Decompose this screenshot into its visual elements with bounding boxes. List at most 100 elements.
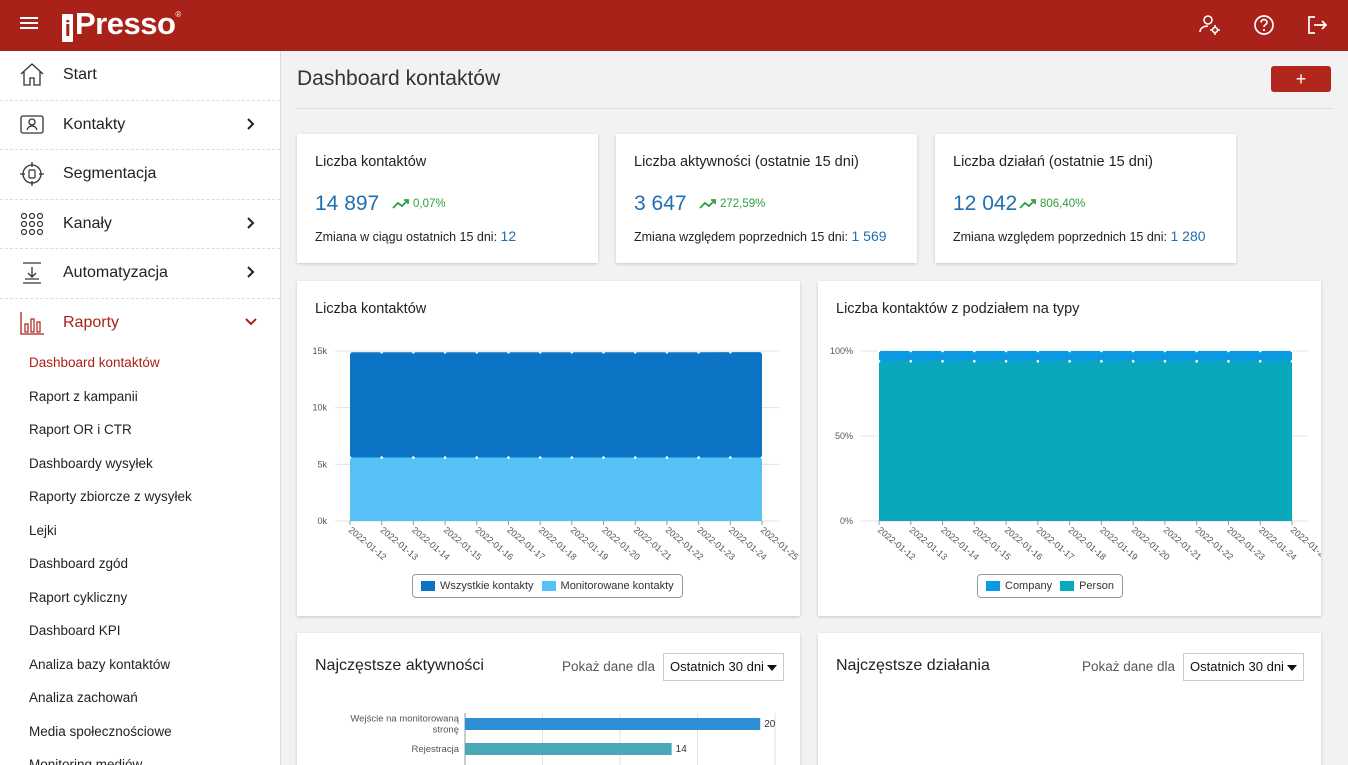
data-point: [1100, 349, 1103, 353]
logo[interactable]: i Presso®: [62, 6, 181, 42]
legend-swatch: [421, 581, 435, 591]
filter-label: Pokaż dane dla: [1082, 659, 1176, 674]
contacts-icon: [20, 115, 44, 134]
data-point: [1068, 359, 1071, 363]
logo-registered-mark: ®: [175, 10, 181, 19]
subnav-lejki[interactable]: Lejki: [29, 522, 57, 538]
stat-value: 14 897: [315, 192, 380, 215]
legend-item[interactable]: Monitorowane kontakty: [541, 580, 674, 592]
data-point: [697, 350, 700, 354]
subnav-raport-or-ctr[interactable]: Raport OR i CTR: [29, 422, 132, 437]
sidebar-item-kanaly[interactable]: Kanały: [0, 200, 280, 249]
y-tick-label: 5k: [317, 459, 327, 469]
bar-category-label: stronę: [433, 725, 459, 736]
data-point: [633, 456, 637, 459]
y-tick-label: 50%: [835, 431, 853, 441]
data-point: [1227, 349, 1230, 353]
sidebar-item-label: Raporty: [63, 314, 120, 332]
period-select[interactable]: Ostatnich 30 dni: [1183, 653, 1304, 681]
logout-icon[interactable]: [1304, 12, 1330, 38]
subnav-raport-cykliczny[interactable]: Raport cykliczny: [29, 589, 128, 605]
legend-swatch: [1060, 581, 1075, 591]
subnav-dashboard-kontaktow[interactable]: Dashboard kontaktów: [29, 355, 160, 370]
subnav-dashboard-zgod[interactable]: Dashboard zgód: [29, 556, 129, 571]
data-point: [760, 456, 764, 459]
data-point: [538, 350, 542, 354]
reports-icon: [20, 312, 44, 335]
automation-icon: [23, 262, 41, 284]
sidebar-item-segmentacja[interactable]: Segmentacja: [0, 150, 280, 200]
chart-card-contact-types: Liczba kontaktów z podziałem na typy 0% 5…: [818, 281, 1321, 616]
data-point: [941, 349, 944, 353]
add-button[interactable]: +: [1271, 66, 1331, 92]
subnav-raport-z-kampanii[interactable]: Raport z kampanii: [29, 388, 138, 404]
data-point: [380, 350, 383, 354]
chart-card-contacts: Liczba kontaktów 0k 5k 10k 15k 2022-01-12 202…: [297, 281, 800, 616]
stat-trend: 272,59%: [699, 198, 765, 210]
legend-label: Person: [1079, 580, 1114, 592]
data-point: [507, 350, 510, 354]
data-point: [973, 349, 976, 353]
stat-title: Liczba aktywności (ostatnie 15 dni): [634, 154, 859, 170]
chevron-right-icon: [247, 117, 255, 130]
title-divider: [297, 108, 1332, 109]
stat-subtext: Zmiana względem poprzednich 15 dni: 1 28…: [953, 228, 1206, 244]
sidebar-item-label: Automatyzacja: [63, 264, 168, 282]
legend-label: Company: [1005, 580, 1053, 592]
data-point: [941, 359, 944, 363]
data-point: [1036, 349, 1040, 353]
legend-item[interactable]: Company: [986, 580, 1052, 592]
user-settings-icon[interactable]: [1197, 12, 1223, 38]
legend-label: Wszystkie kontakty: [440, 580, 534, 592]
sidebar-item-raporty[interactable]: Raporty: [0, 299, 280, 349]
stat-sub-label: Zmiana względem poprzednich 15 dni:: [634, 230, 849, 244]
data-point: [1290, 359, 1294, 363]
subnav-dashboardy-wysylek[interactable]: Dashboardy wysyłek: [29, 455, 153, 471]
subnav-media-spolecznosciowe[interactable]: Media społecznościowe: [29, 723, 172, 739]
segmentation-icon: [20, 162, 44, 187]
sidebar-item-label: Start: [63, 66, 97, 84]
chart-legend[interactable]: Company Person: [977, 574, 1123, 598]
subnav-dashboard-kpi[interactable]: Dashboard KPI: [29, 623, 121, 638]
stat-sub-label: Zmiana względem poprzednich 15 dni:: [953, 230, 1168, 244]
legend-swatch: [541, 581, 556, 591]
top-bar: i Presso®: [0, 0, 1348, 51]
caret-down-icon: [1287, 665, 1297, 671]
data-point: [1004, 359, 1008, 363]
help-icon[interactable]: [1251, 12, 1277, 38]
data-point: [443, 350, 447, 354]
stat-trend-value: 806,40%: [1040, 198, 1086, 210]
legend-item[interactable]: Person: [1060, 580, 1114, 592]
data-point: [633, 350, 637, 354]
stat-sub-value: 12: [500, 228, 517, 244]
chart-legend[interactable]: Wszystkie kontakty Monitorowane kontakty: [412, 574, 683, 598]
subnav-analiza-zachowan[interactable]: Analiza zachowań: [29, 690, 138, 705]
contact-types-area-chart: 0%50%100%2022-01-122022-01-132022-01-142…: [830, 346, 1321, 562]
sidebar-item-label: Segmentacja: [63, 165, 157, 183]
data-point: [1100, 359, 1103, 363]
hamburger-icon[interactable]: [20, 14, 42, 36]
chart-title: Liczba kontaktów z podziałem na typy: [836, 301, 1080, 317]
data-point: [348, 456, 352, 459]
sidebar-item-start[interactable]: Start: [0, 51, 280, 101]
period-select-value: Ostatnich 30 dni: [670, 659, 764, 674]
logo-i-mark: i: [62, 14, 73, 42]
subnav-analiza-bazy[interactable]: Analiza bazy kontaktów: [29, 656, 171, 672]
subnav-monitoring-mediow[interactable]: Monitoring mediów: [29, 757, 143, 765]
sidebar-item-label: Kanały: [63, 214, 112, 232]
filter-label: Pokaż dane dla: [562, 659, 656, 674]
y-tick-label: 10k: [312, 403, 327, 413]
sidebar: Start Kontakty Segmentacja Kanały Automa…: [0, 51, 281, 765]
stat-card-contacts: Liczba kontaktów 14 897 0,07% Zmiana w c…: [297, 134, 598, 263]
sidebar-item-kontakty[interactable]: Kontakty: [0, 101, 280, 150]
legend-item[interactable]: Wszystkie kontakty: [421, 580, 534, 592]
data-point: [1131, 349, 1135, 353]
data-point: [443, 456, 447, 459]
stat-title: Liczba działań (ostatnie 15 dni): [953, 154, 1153, 170]
chart-title: Liczba kontaktów: [315, 301, 427, 317]
data-point: [507, 456, 510, 459]
subnav-raporty-zbiorcze[interactable]: Raporty zbiorcze z wysyłek: [29, 489, 192, 504]
sidebar-item-automatyzacja[interactable]: Automatyzacja: [0, 249, 280, 299]
data-point: [729, 350, 732, 354]
period-select[interactable]: Ostatnich 30 dni: [663, 653, 784, 681]
